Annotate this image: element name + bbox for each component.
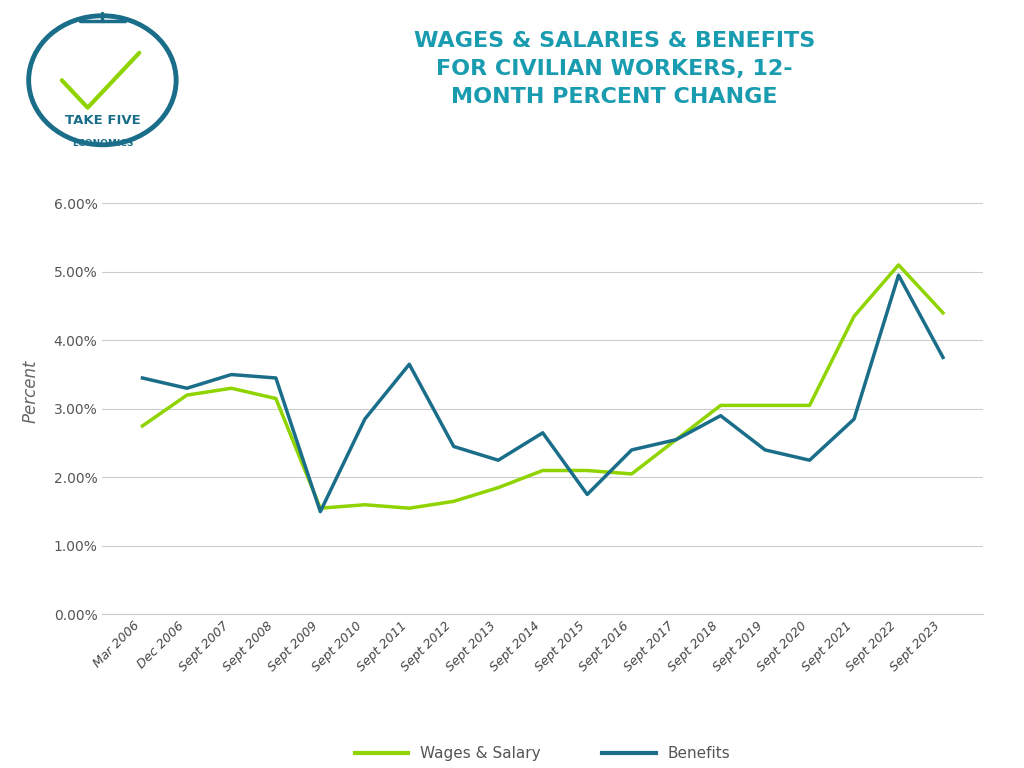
Text: TAKE FIVE: TAKE FIVE xyxy=(65,114,140,127)
Legend: Wages & Salary, Benefits: Wages & Salary, Benefits xyxy=(348,740,737,767)
Y-axis label: Percent: Percent xyxy=(22,360,40,423)
Text: WAGES & SALARIES & BENEFITS
FOR CIVILIAN WORKERS, 12-
MONTH PERCENT CHANGE: WAGES & SALARIES & BENEFITS FOR CIVILIAN… xyxy=(414,31,815,107)
Text: ECONOMICS: ECONOMICS xyxy=(72,139,133,147)
